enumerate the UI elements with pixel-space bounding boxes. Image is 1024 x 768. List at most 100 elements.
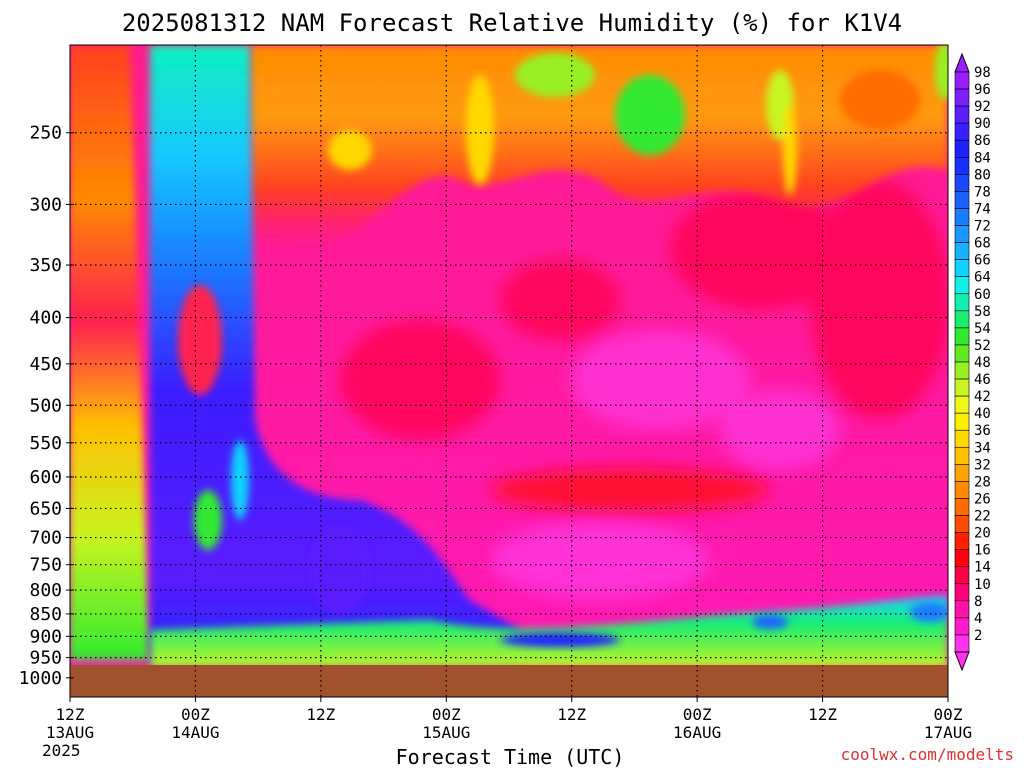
colorbar-label: 84	[974, 150, 991, 166]
y-tick-label: 400	[29, 308, 62, 329]
y-tick-label: 250	[29, 123, 62, 144]
colorbar-swatch	[954, 105, 970, 124]
colorbar-label: 48	[974, 355, 991, 371]
colorbar-label: 32	[974, 457, 991, 473]
grid-lines	[70, 45, 948, 697]
colorbar: 9896929086848078747268666460585452484642…	[954, 52, 991, 672]
colorbar-swatch	[954, 174, 970, 192]
colorbar-label: 34	[974, 440, 991, 456]
colorbar-top-arrow	[954, 52, 970, 73]
colorbar-label: 86	[974, 133, 991, 149]
colorbar-label: 60	[974, 287, 991, 303]
colorbar-swatch	[954, 139, 970, 158]
colorbar-swatch	[954, 549, 970, 568]
colorbar-swatch	[954, 88, 970, 107]
colorbar-swatch	[954, 242, 970, 260]
colorbar-swatch	[954, 429, 970, 448]
colorbar-swatch	[954, 566, 970, 585]
x-tick-label: 13AUG	[46, 723, 94, 742]
y-tick-label: 700	[29, 528, 62, 549]
colorbar-swatch	[954, 515, 970, 533]
y-tick-label: 450	[29, 354, 62, 375]
colorbar-label: 40	[974, 406, 991, 422]
x-tick-label: 14AUG	[171, 723, 219, 742]
y-tick-label: 550	[29, 433, 62, 454]
colorbar-label: 66	[974, 253, 991, 269]
x-tick-label: 15AUG	[422, 723, 470, 742]
colorbar-swatch	[954, 600, 970, 619]
colorbar-label: 78	[974, 184, 991, 200]
colorbar-label: 98	[974, 65, 991, 81]
colorbar-label: 64	[974, 270, 991, 286]
colorbar-label: 4	[974, 611, 982, 627]
y-tick-label: 900	[29, 626, 62, 647]
colorbar-bottom-arrow	[954, 651, 970, 672]
colorbar-label: 54	[974, 321, 991, 337]
rh-field	[70, 45, 948, 697]
colorbar-label: 72	[974, 219, 991, 235]
colorbar-label: 16	[974, 543, 991, 559]
colorbar-swatch	[954, 634, 970, 653]
colorbar-label: 20	[974, 526, 991, 542]
colorbar-label: 68	[974, 236, 991, 252]
colorbar-swatch	[954, 276, 970, 295]
colorbar-label: 28	[974, 474, 991, 490]
colorbar-swatch	[954, 446, 970, 465]
colorbar-swatch	[954, 412, 970, 431]
y-tick-label: 800	[29, 580, 62, 601]
y-tick-label: 600	[29, 467, 62, 488]
y-tick-label: 750	[29, 555, 62, 576]
colorbar-swatch	[954, 498, 970, 516]
colorbar-swatch	[954, 208, 970, 226]
colorbar-swatch	[954, 327, 970, 346]
colorbar-label: 8	[974, 594, 982, 610]
x-axis-label: Forecast Time (UTC)	[396, 745, 625, 768]
colorbar-swatch	[954, 71, 970, 90]
y-axis: 2503003504004505005506006507007508008509…	[19, 123, 74, 689]
colorbar-swatch	[954, 395, 970, 414]
colorbar-label: 80	[974, 167, 991, 183]
colorbar-swatch	[954, 310, 970, 329]
y-tick-label: 1000	[19, 668, 62, 689]
colorbar-swatch	[954, 259, 970, 278]
x-tick-label: 12Z	[306, 705, 335, 724]
colorbar-label: 14	[974, 560, 991, 576]
colorbar-label: 74	[974, 201, 991, 217]
colorbar-swatch	[954, 293, 970, 312]
y-tick-label: 950	[29, 648, 62, 669]
colorbar-label: 90	[974, 116, 991, 132]
colorbar-label: 46	[974, 372, 991, 388]
colorbar-swatch	[954, 122, 970, 141]
x-tick-label: 00Z	[683, 705, 712, 724]
x-tick-label: 17AUG	[924, 723, 972, 742]
colorbar-swatch	[954, 481, 970, 499]
y-tick-label: 300	[29, 194, 62, 215]
plot-frame	[69, 44, 949, 698]
y-tick-label: 350	[29, 255, 62, 276]
x-tick-label: 00Z	[432, 705, 461, 724]
colorbar-label: 26	[974, 491, 991, 507]
colorbar-swatch	[954, 225, 970, 243]
colorbar-label: 52	[974, 338, 991, 354]
colorbar-label: 96	[974, 82, 991, 98]
y-tick-label: 850	[29, 604, 62, 625]
colorbar-label: 10	[974, 577, 991, 593]
colorbar-label: 92	[974, 99, 991, 115]
colorbar-swatch	[954, 344, 970, 363]
colorbar-swatch	[954, 532, 970, 550]
colorbar-swatch	[954, 191, 970, 209]
x-tick-label: 12Z	[808, 705, 837, 724]
x-tick-label: 00Z	[934, 705, 963, 724]
credit-text: coolwx.com/modelts	[841, 745, 1014, 764]
colorbar-label: 42	[974, 389, 991, 405]
colorbar-swatch	[954, 583, 970, 602]
y-tick-label: 500	[29, 395, 62, 416]
colorbar-swatch	[954, 361, 970, 380]
colorbar-label: 22	[974, 509, 991, 525]
colorbar-swatch	[954, 617, 970, 636]
colorbar-label: 2	[974, 628, 982, 644]
colorbar-swatch	[954, 378, 970, 397]
x-tick-label: 00Z	[181, 705, 210, 724]
